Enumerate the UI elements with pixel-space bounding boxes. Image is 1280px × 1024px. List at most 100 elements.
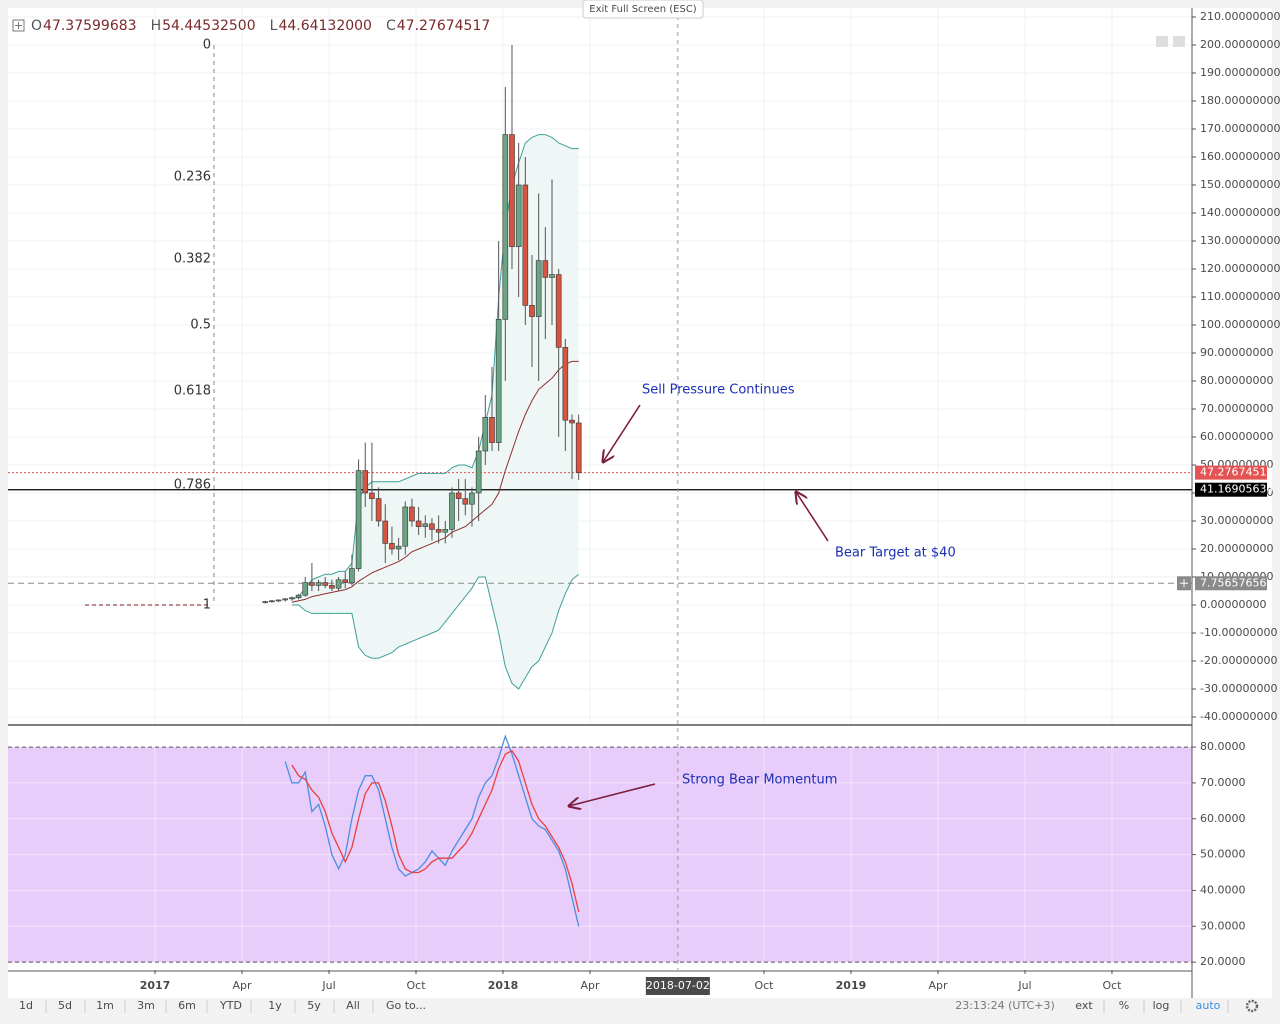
- option-button[interactable]: %: [1119, 999, 1129, 1012]
- x-tick-label: Apr: [580, 979, 600, 992]
- pane-button[interactable]: [1156, 36, 1168, 47]
- exit-fullscreen[interactable]: Exit Full Screen (ESC): [589, 4, 697, 15]
- y-tick-label: 60.00000000: [1200, 430, 1273, 443]
- candle-body: [295, 594, 302, 599]
- y-tick-label: 80.0000: [1200, 740, 1246, 753]
- x-tick-label: Jul: [1017, 979, 1031, 992]
- y-tick-label: 180.00000000: [1200, 94, 1280, 107]
- candle-body: [535, 260, 542, 317]
- plot-layer: 2017 Apr Jul Oct 2018 Apr Oct 2019 Apr Jul Oct -40.…: [8, 8, 1280, 995]
- candle-body: [322, 582, 329, 586]
- band-line: [291, 134, 579, 600]
- fib-label: 0.618: [174, 384, 211, 399]
- candle-body: [515, 184, 522, 247]
- y-tick-label: 40.0000: [1200, 883, 1246, 896]
- option-button[interactable]: ext: [1075, 999, 1093, 1012]
- candle-body: [395, 545, 402, 550]
- candle-body: [289, 597, 295, 600]
- range-button[interactable]: 1m: [96, 999, 114, 1012]
- y-tick-label: -20.00000000: [1200, 654, 1277, 667]
- candle-body: [562, 347, 569, 421]
- range-button[interactable]: 6m: [178, 999, 196, 1012]
- candle-body: [442, 529, 449, 533]
- candle-body: [329, 585, 335, 589]
- y-tick-label: 30.00000000: [1200, 514, 1273, 527]
- clock: 23:13:24 (UTC+3): [955, 999, 1055, 1012]
- y-tick-label: 30.0000: [1200, 919, 1246, 932]
- candle-body: [475, 450, 482, 494]
- y-tick-label: 200.00000000: [1200, 38, 1280, 51]
- y-tick-label: 80.00000000: [1200, 374, 1273, 387]
- range-button[interactable]: 5d: [58, 999, 72, 1012]
- collapse-icon-plus: [15, 22, 22, 29]
- candle-body: [409, 506, 415, 522]
- y-tick-label: 70.00000000: [1200, 402, 1273, 415]
- ohlc-label: L: [270, 18, 278, 34]
- ohlc-label: O: [31, 18, 42, 34]
- candle-body: [269, 600, 275, 603]
- ohlc-value: 47.27674517: [397, 18, 491, 34]
- plus-icon: [1180, 579, 1188, 588]
- x-tick-label: Apr: [928, 979, 948, 992]
- oscillator-line: [291, 749, 580, 913]
- goto-button[interactable]: Go to...: [386, 999, 426, 1012]
- option-button[interactable]: log: [1153, 999, 1170, 1012]
- ohlc-header: O 47.37599683 H 54.44532500 L 44.64132000 C 47.…: [31, 18, 490, 34]
- oscillator-line: [284, 734, 580, 927]
- x-tick-label: Jul: [321, 979, 335, 992]
- fib-label: 0.5: [190, 317, 211, 332]
- candle-body: [455, 492, 462, 499]
- exit-fullscreen-button[interactable]: [582, 0, 704, 19]
- range-button[interactable]: 1y: [268, 999, 282, 1012]
- y-tick-label: 210.00000000: [1200, 10, 1280, 23]
- x-tick-label: Apr: [233, 979, 253, 992]
- pane-button[interactable]: [1173, 36, 1185, 47]
- range-button[interactable]: 5y: [307, 999, 321, 1012]
- annotation-arrow: [603, 404, 641, 462]
- candle-body: [375, 498, 382, 522]
- price-tag: [1195, 576, 1267, 591]
- candle-body: [362, 470, 369, 494]
- collapse-icon[interactable]: [12, 19, 25, 32]
- candle-body: [509, 134, 515, 247]
- ohlc-value: 54.44532500: [162, 18, 256, 34]
- y-tick-label: 130.00000000: [1200, 234, 1280, 247]
- candle-body: [302, 582, 309, 596]
- candle-body: [575, 422, 582, 473]
- x-tick-label: Oct: [406, 979, 426, 992]
- candle-body: [542, 260, 549, 278]
- x-tick-label: 2018: [488, 979, 519, 992]
- annotation: Sell Pressure Continues: [642, 383, 795, 398]
- option-button[interactable]: auto: [1196, 999, 1221, 1012]
- y-tick-label: 190.00000000: [1200, 66, 1280, 79]
- annotation-arrow: [796, 492, 829, 542]
- y-tick-label: 100.00000000: [1200, 318, 1280, 331]
- range-button[interactable]: YTD: [219, 999, 242, 1012]
- candle-body: [309, 582, 315, 586]
- y-tick-label: 120.00000000: [1200, 262, 1280, 275]
- candle-body: [549, 274, 555, 278]
- x-tick-label: 2019: [836, 979, 867, 992]
- candle-body: [502, 134, 509, 320]
- x-tick-label: Oct: [1102, 979, 1122, 992]
- annotation: Bear Target at $40: [835, 546, 956, 561]
- settings-button[interactable]: [1245, 999, 1259, 1013]
- range-button[interactable]: All: [346, 999, 360, 1012]
- candle-body: [449, 492, 455, 530]
- candle-body: [402, 506, 409, 547]
- candle-body: [349, 568, 355, 583]
- range-button[interactable]: 1d: [19, 999, 33, 1012]
- y-tick-label: 110.00000000: [1200, 290, 1280, 303]
- range-button[interactable]: 3m: [137, 999, 155, 1012]
- candle-body: [262, 601, 269, 603]
- y-tick-label: -30.00000000: [1200, 682, 1277, 695]
- candle-body: [282, 598, 289, 601]
- candle-body: [389, 543, 395, 550]
- ohlc-value: 47.37599683: [43, 18, 137, 34]
- candle-body: [435, 529, 442, 533]
- candle-body: [315, 582, 322, 586]
- candle-body: [422, 523, 429, 527]
- candle-body: [342, 579, 349, 583]
